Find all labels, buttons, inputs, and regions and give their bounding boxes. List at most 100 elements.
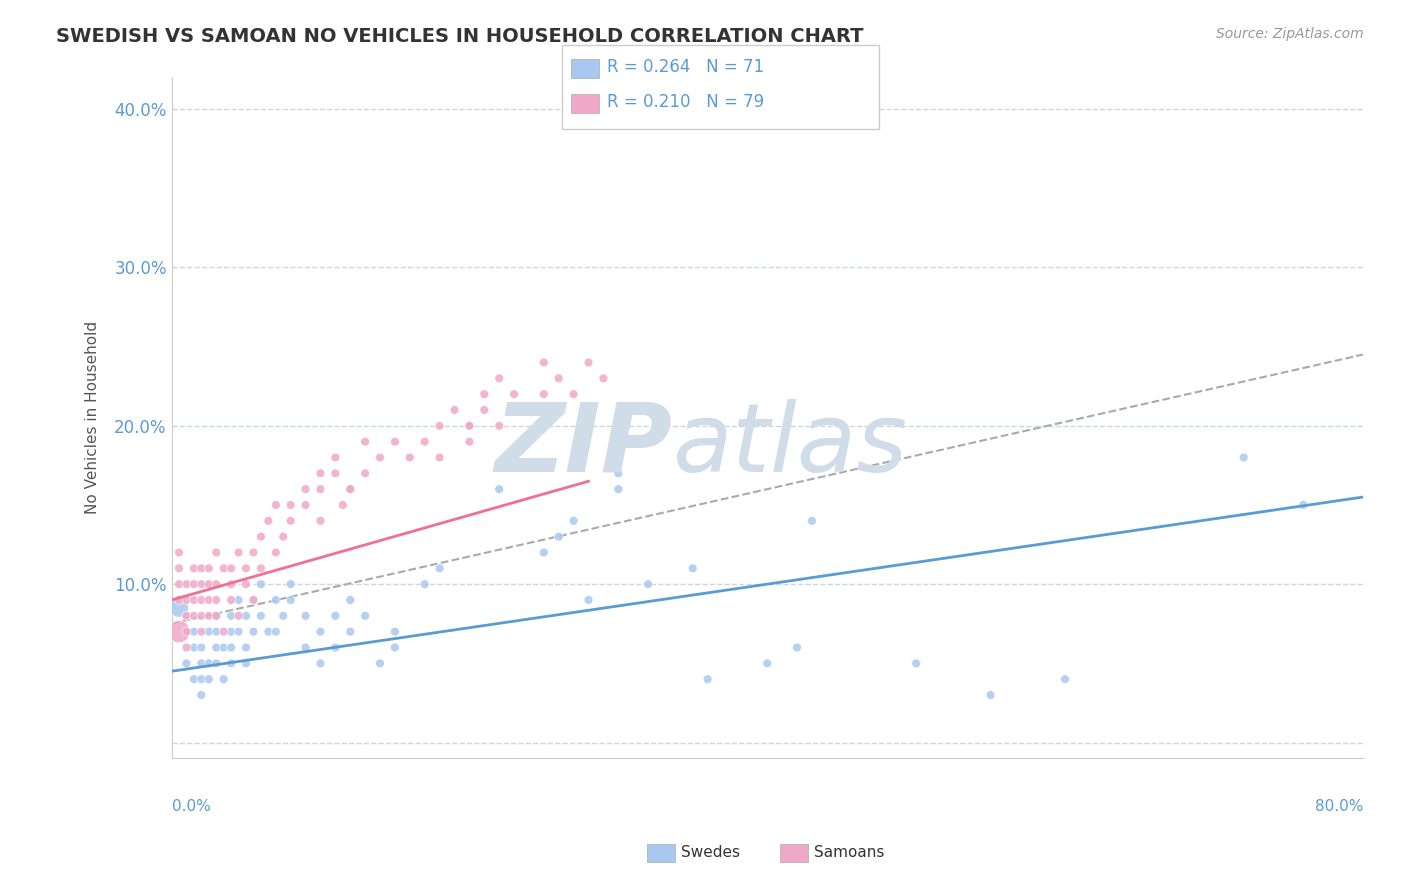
Point [257,624,280,639]
Point [980,688,1002,702]
Point [280,498,302,512]
Point [228,545,250,559]
Point [183,624,205,639]
Point [533,545,555,559]
Point [264,498,287,512]
Point [562,387,585,401]
Point [183,593,205,607]
Point [183,640,205,655]
Text: 0.0%: 0.0% [172,799,211,814]
Point [264,593,287,607]
Point [197,657,219,671]
Point [219,624,242,639]
Point [905,657,928,671]
Point [190,624,212,639]
Point [242,593,264,607]
Point [219,657,242,671]
Point [607,467,630,481]
Text: Samoans: Samoans [814,846,884,860]
Point [167,561,190,575]
Point [384,624,406,639]
Point [235,561,257,575]
Point [235,657,257,671]
Point [212,640,235,655]
Point [167,545,190,559]
Point [1054,672,1077,686]
Point [242,593,264,607]
Point [637,577,659,591]
Point [472,387,495,401]
Point [339,482,361,496]
Point [264,624,287,639]
Point [190,688,212,702]
Point [250,577,273,591]
Point [294,608,316,623]
Point [228,624,250,639]
Point [271,608,294,623]
Point [190,608,212,623]
Point [242,545,264,559]
Point [219,608,242,623]
Point [176,608,198,623]
Point [197,561,219,575]
Point [517,403,540,417]
Point [197,624,219,639]
Point [413,577,436,591]
Point [197,577,219,591]
Point [429,450,451,465]
Point [190,672,212,686]
Point [384,434,406,449]
Point [562,514,585,528]
Point [167,601,190,615]
Point [309,624,332,639]
Point [488,482,510,496]
Point [280,514,302,528]
Point [429,418,451,433]
Point [1292,498,1315,512]
Point [458,434,481,449]
Text: atlas: atlas [672,399,907,491]
Point [228,608,250,623]
Point [257,514,280,528]
Text: SWEDISH VS SAMOAN NO VEHICLES IN HOUSEHOLD CORRELATION CHART: SWEDISH VS SAMOAN NO VEHICLES IN HOUSEHO… [56,27,863,45]
Point [176,640,198,655]
Point [325,640,347,655]
Point [309,514,332,528]
Point [197,593,219,607]
Point [339,593,361,607]
Point [800,514,823,528]
Point [325,450,347,465]
Point [235,640,257,655]
Point [212,561,235,575]
Point [309,657,332,671]
Text: R = 0.264   N = 71: R = 0.264 N = 71 [607,58,765,76]
Point [212,672,235,686]
Point [212,624,235,639]
Point [413,434,436,449]
Point [1233,450,1256,465]
Point [219,577,242,591]
Point [235,577,257,591]
Point [503,387,526,401]
Point [250,608,273,623]
Point [183,577,205,591]
Point [228,593,250,607]
Point [309,482,332,496]
Point [578,593,600,607]
Point [176,577,198,591]
Point [592,371,614,385]
Point [488,418,510,433]
Point [472,403,495,417]
Point [235,608,257,623]
Point [578,355,600,369]
Point [183,672,205,686]
Point [488,371,510,385]
Point [547,530,569,544]
Point [786,640,808,655]
Point [443,403,465,417]
Point [205,545,228,559]
Point [176,624,198,639]
Text: Swedes: Swedes [681,846,740,860]
Point [219,640,242,655]
Point [176,657,198,671]
